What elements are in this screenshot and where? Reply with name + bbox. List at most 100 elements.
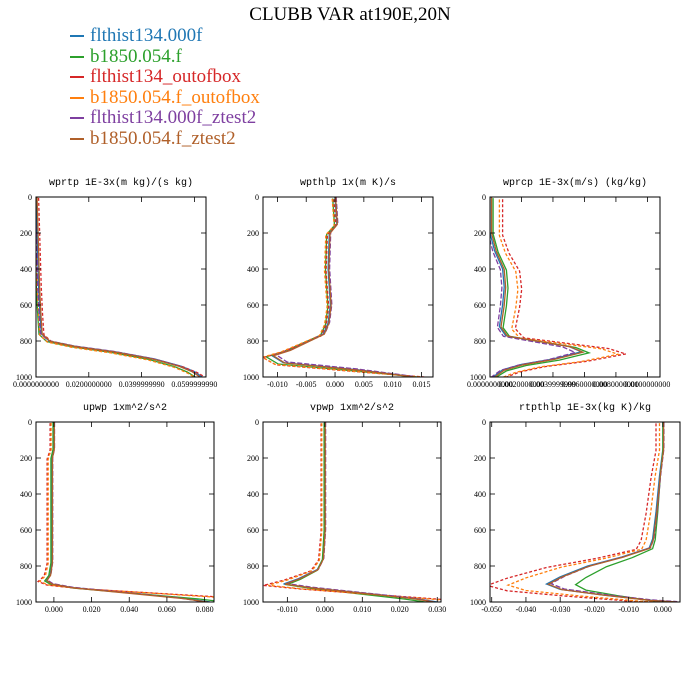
legend-swatch (70, 55, 84, 58)
chart-title: wprtp 1E-3x(m kg)/(s kg) (49, 177, 193, 189)
series-line-flthist134-000f-ztest2 (490, 237, 578, 377)
series-line-flthist134-outofbox (37, 197, 206, 377)
plot-frame (262, 421, 442, 603)
series-line-b1850-054-f (574, 422, 674, 602)
x-tick-label: 0.0039999999 (530, 380, 576, 389)
legend-swatch (70, 137, 84, 140)
y-tick-label: 200 (474, 229, 486, 238)
chart-panel: vpwp 1xm^2/s^2 0 200 400 600 800 1000 -0.010 0.0… (243, 402, 446, 614)
y-tick-label: 1000 (16, 598, 32, 607)
series-line-flthist134-000f-ztest2 (46, 422, 204, 602)
x-tick-label: 0.010 (353, 605, 371, 614)
x-tick-label: 0.000 (654, 605, 672, 614)
legend-swatch (70, 117, 84, 120)
legend-label: flthist134.000f (90, 25, 203, 47)
series-line-flthist134-outofbox (36, 423, 214, 598)
series-line-flthist134-outofbox (490, 423, 676, 602)
chart-title: wpthlp 1x(m K)/s (300, 177, 396, 189)
y-tick-label: 1000 (243, 373, 259, 382)
chart-panel: upwp 1xm^2/s^2 0 200 400 600 800 1000 0.000 0.02… (16, 402, 215, 614)
x-tick-label: 0.005 (355, 380, 373, 389)
x-tick-label: 0.020 (83, 605, 101, 614)
page-title: CLUBB VAR at190E,20N (249, 4, 451, 25)
legend-swatch (70, 35, 84, 38)
legend-item: b1850.054.f_ztest2 (70, 127, 260, 150)
series-line-b1850-054-f-outofbox (36, 223, 195, 377)
series-line-b1850-054-f (43, 422, 214, 602)
legend: flthist134.000f b1850.054.f flthist134_o… (70, 26, 260, 149)
x-tick-label: 0.030 (428, 605, 446, 614)
y-tick-label: 200 (474, 454, 486, 463)
y-tick-label: 600 (247, 301, 259, 310)
x-tick-label: 0.0000000000 (467, 380, 513, 389)
y-tick-label: 600 (474, 526, 486, 535)
chart-series-group (263, 197, 425, 377)
chart-series-group (263, 422, 441, 602)
y-tick-label: 200 (20, 454, 32, 463)
plot-frame (489, 421, 681, 603)
y-tick-label: 800 (247, 337, 259, 346)
plot-frame (35, 421, 215, 603)
legend-swatch (70, 76, 84, 79)
chart-panel: wpthlp 1x(m K)/s 0 200 400 600 800 1000 -0.010-… (243, 177, 434, 389)
chart-title: vpwp 1xm^2/s^2 (310, 402, 394, 414)
series-line-b1850-054-f-ztest2 (546, 422, 678, 602)
legend-label: b1850.054.f (90, 45, 182, 67)
y-tick-label: 800 (247, 562, 259, 571)
y-tick-label: 400 (474, 490, 486, 499)
x-tick-label: 0.080 (196, 605, 214, 614)
y-tick-label: 800 (474, 337, 486, 346)
series-line-flthist134-000f-ztest2 (274, 197, 413, 377)
y-tick-label: 0 (28, 418, 32, 427)
chart-panel: wprcp 1E-3x(m/s) (kg/kg) 0 200 400 600 800 100… (467, 177, 670, 389)
y-tick-label: 1000 (470, 373, 486, 382)
x-tick-label: 0.000 (45, 605, 63, 614)
y-tick-label: 600 (20, 301, 32, 310)
y-tick-label: 1000 (16, 373, 32, 382)
y-tick-label: 0 (255, 193, 259, 202)
plot-frame (35, 196, 207, 378)
series-line-flthist134-000f (45, 422, 211, 602)
x-tick-label: -0.050 (481, 605, 502, 614)
x-tick-label: -0.010 (618, 605, 639, 614)
chart-title: wprcp 1E-3x(m/s) (kg/kg) (503, 177, 647, 189)
x-tick-label: 0.060 (158, 605, 176, 614)
series-line-flthist134-outofbox (263, 423, 441, 601)
legend-item: b1850.054.f (70, 45, 260, 68)
y-tick-label: 0 (482, 193, 486, 202)
series-line-flthist134-outofbox (501, 199, 626, 377)
series-line-flthist134-000f (270, 197, 416, 377)
series-line-b1850-054-f-outofbox (263, 198, 421, 377)
series-line-b1850-054-f-ztest2 (284, 422, 435, 602)
x-tick-label: 0.040 (120, 605, 138, 614)
plot-frame (262, 196, 434, 378)
legend-item: flthist134_outofbox (70, 67, 260, 88)
series-line-b1850-054-f-ztest2 (271, 197, 415, 377)
x-tick-label: 0.0060000000 (561, 380, 607, 389)
y-tick-label: 0 (28, 193, 32, 202)
y-tick-label: 0 (255, 418, 259, 427)
chart-panel: rtpthlp 1E-3x(kg K)/kg02004006008001000-… (470, 402, 681, 614)
chart-series-group (490, 197, 626, 377)
x-tick-label: 0.015 (412, 380, 430, 389)
chart-series-group (36, 422, 214, 602)
legend-item: flthist134.000f_ztest2 (70, 108, 260, 129)
x-tick-label: -0.040 (516, 605, 537, 614)
y-tick-label: 400 (20, 490, 32, 499)
series-line-flthist134-000f-ztest2 (36, 201, 201, 377)
legend-label: b1850.054.f_ztest2 (90, 127, 236, 149)
x-tick-label: -0.005 (296, 380, 317, 389)
chart-series-group (490, 422, 678, 602)
series-line-b1850-054-f-outofbox (268, 423, 441, 601)
series-line-b1850-054-f-outofbox (38, 422, 214, 598)
chart-panel: wprtp 1E-3x(m kg)/(s kg) 0 200 400 600 800 100… (13, 177, 217, 389)
plot-frame (489, 196, 661, 378)
x-tick-label: 0.010 (384, 380, 402, 389)
x-tick-label: 0.0200000000 (66, 380, 112, 389)
y-tick-label: 200 (247, 229, 259, 238)
y-tick-label: 1000 (243, 598, 259, 607)
x-tick-label: -0.010 (277, 605, 298, 614)
y-tick-label: 600 (20, 526, 32, 535)
y-tick-label: 0 (482, 418, 486, 427)
